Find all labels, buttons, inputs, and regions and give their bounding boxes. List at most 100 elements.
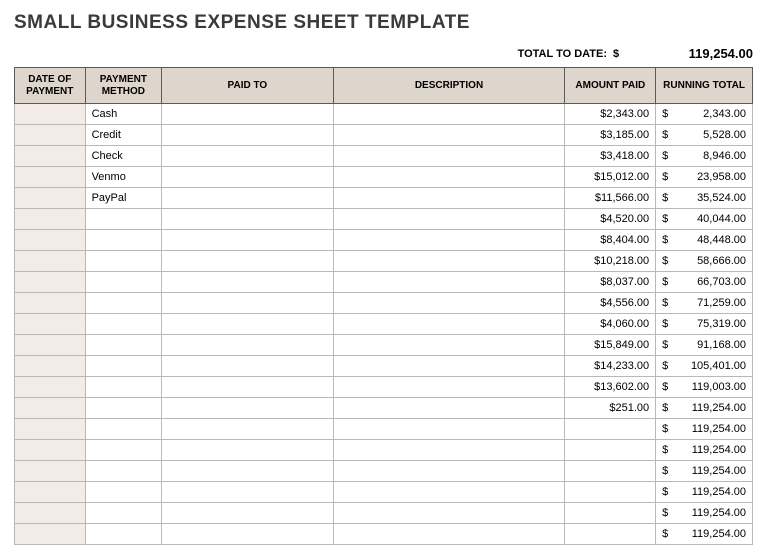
cell-description[interactable] <box>333 125 565 146</box>
cell-method[interactable] <box>85 335 162 356</box>
cell-date[interactable] <box>15 503 86 524</box>
cell-date[interactable] <box>15 230 86 251</box>
cell-date[interactable] <box>15 251 86 272</box>
cell-description[interactable] <box>333 482 565 503</box>
cell-method[interactable]: Credit <box>85 125 162 146</box>
cell-date[interactable] <box>15 377 86 398</box>
cell-method[interactable] <box>85 419 162 440</box>
cell-paidto[interactable] <box>162 419 333 440</box>
cell-paidto[interactable] <box>162 167 333 188</box>
cell-description[interactable] <box>333 461 565 482</box>
cell-amount[interactable]: $15,012.00 <box>565 167 656 188</box>
cell-date[interactable] <box>15 461 86 482</box>
cell-method[interactable]: Check <box>85 146 162 167</box>
cell-method[interactable] <box>85 230 162 251</box>
cell-paidto[interactable] <box>162 230 333 251</box>
cell-amount[interactable]: $3,418.00 <box>565 146 656 167</box>
cell-amount[interactable] <box>565 524 656 545</box>
cell-date[interactable] <box>15 314 86 335</box>
cell-paidto[interactable] <box>162 209 333 230</box>
cell-amount[interactable] <box>565 419 656 440</box>
cell-description[interactable] <box>333 524 565 545</box>
cell-description[interactable] <box>333 146 565 167</box>
cell-amount[interactable]: $4,060.00 <box>565 314 656 335</box>
cell-description[interactable] <box>333 188 565 209</box>
cell-date[interactable] <box>15 272 86 293</box>
cell-paidto[interactable] <box>162 482 333 503</box>
cell-amount[interactable] <box>565 440 656 461</box>
cell-method[interactable] <box>85 293 162 314</box>
cell-amount[interactable]: $3,185.00 <box>565 125 656 146</box>
cell-paidto[interactable] <box>162 356 333 377</box>
cell-paidto[interactable] <box>162 398 333 419</box>
cell-method[interactable] <box>85 314 162 335</box>
cell-description[interactable] <box>333 209 565 230</box>
cell-method[interactable] <box>85 482 162 503</box>
cell-paidto[interactable] <box>162 461 333 482</box>
cell-amount[interactable]: $15,849.00 <box>565 335 656 356</box>
cell-date[interactable] <box>15 398 86 419</box>
cell-paidto[interactable] <box>162 188 333 209</box>
cell-amount[interactable]: $251.00 <box>565 398 656 419</box>
cell-method[interactable] <box>85 503 162 524</box>
cell-amount[interactable] <box>565 503 656 524</box>
cell-date[interactable] <box>15 125 86 146</box>
cell-method[interactable] <box>85 356 162 377</box>
cell-amount[interactable] <box>565 482 656 503</box>
cell-method[interactable]: Cash <box>85 104 162 125</box>
cell-date[interactable] <box>15 188 86 209</box>
cell-amount[interactable]: $10,218.00 <box>565 251 656 272</box>
cell-paidto[interactable] <box>162 335 333 356</box>
cell-method[interactable] <box>85 272 162 293</box>
cell-description[interactable] <box>333 272 565 293</box>
cell-description[interactable] <box>333 335 565 356</box>
cell-amount[interactable]: $13,602.00 <box>565 377 656 398</box>
cell-method[interactable] <box>85 461 162 482</box>
cell-amount[interactable]: $2,343.00 <box>565 104 656 125</box>
cell-paidto[interactable] <box>162 377 333 398</box>
cell-description[interactable] <box>333 167 565 188</box>
cell-date[interactable] <box>15 419 86 440</box>
cell-description[interactable] <box>333 377 565 398</box>
cell-method[interactable] <box>85 440 162 461</box>
cell-amount[interactable]: $4,556.00 <box>565 293 656 314</box>
cell-method[interactable] <box>85 524 162 545</box>
cell-paidto[interactable] <box>162 314 333 335</box>
cell-date[interactable] <box>15 167 86 188</box>
cell-date[interactable] <box>15 335 86 356</box>
cell-method[interactable] <box>85 398 162 419</box>
cell-paidto[interactable] <box>162 104 333 125</box>
cell-description[interactable] <box>333 419 565 440</box>
cell-paidto[interactable] <box>162 524 333 545</box>
cell-amount[interactable]: $8,037.00 <box>565 272 656 293</box>
cell-description[interactable] <box>333 356 565 377</box>
cell-method[interactable] <box>85 377 162 398</box>
cell-paidto[interactable] <box>162 146 333 167</box>
cell-paidto[interactable] <box>162 293 333 314</box>
cell-description[interactable] <box>333 503 565 524</box>
cell-method[interactable]: Venmo <box>85 167 162 188</box>
cell-paidto[interactable] <box>162 503 333 524</box>
cell-date[interactable] <box>15 293 86 314</box>
cell-paidto[interactable] <box>162 125 333 146</box>
cell-date[interactable] <box>15 146 86 167</box>
cell-date[interactable] <box>15 482 86 503</box>
cell-amount[interactable]: $8,404.00 <box>565 230 656 251</box>
cell-method[interactable]: PayPal <box>85 188 162 209</box>
cell-paidto[interactable] <box>162 440 333 461</box>
cell-date[interactable] <box>15 209 86 230</box>
cell-description[interactable] <box>333 398 565 419</box>
cell-method[interactable] <box>85 209 162 230</box>
cell-paidto[interactable] <box>162 272 333 293</box>
cell-date[interactable] <box>15 356 86 377</box>
cell-date[interactable] <box>15 524 86 545</box>
cell-description[interactable] <box>333 104 565 125</box>
cell-amount[interactable]: $4,520.00 <box>565 209 656 230</box>
cell-description[interactable] <box>333 314 565 335</box>
cell-description[interactable] <box>333 251 565 272</box>
cell-date[interactable] <box>15 440 86 461</box>
cell-method[interactable] <box>85 251 162 272</box>
cell-description[interactable] <box>333 230 565 251</box>
cell-paidto[interactable] <box>162 251 333 272</box>
cell-amount[interactable]: $14,233.00 <box>565 356 656 377</box>
